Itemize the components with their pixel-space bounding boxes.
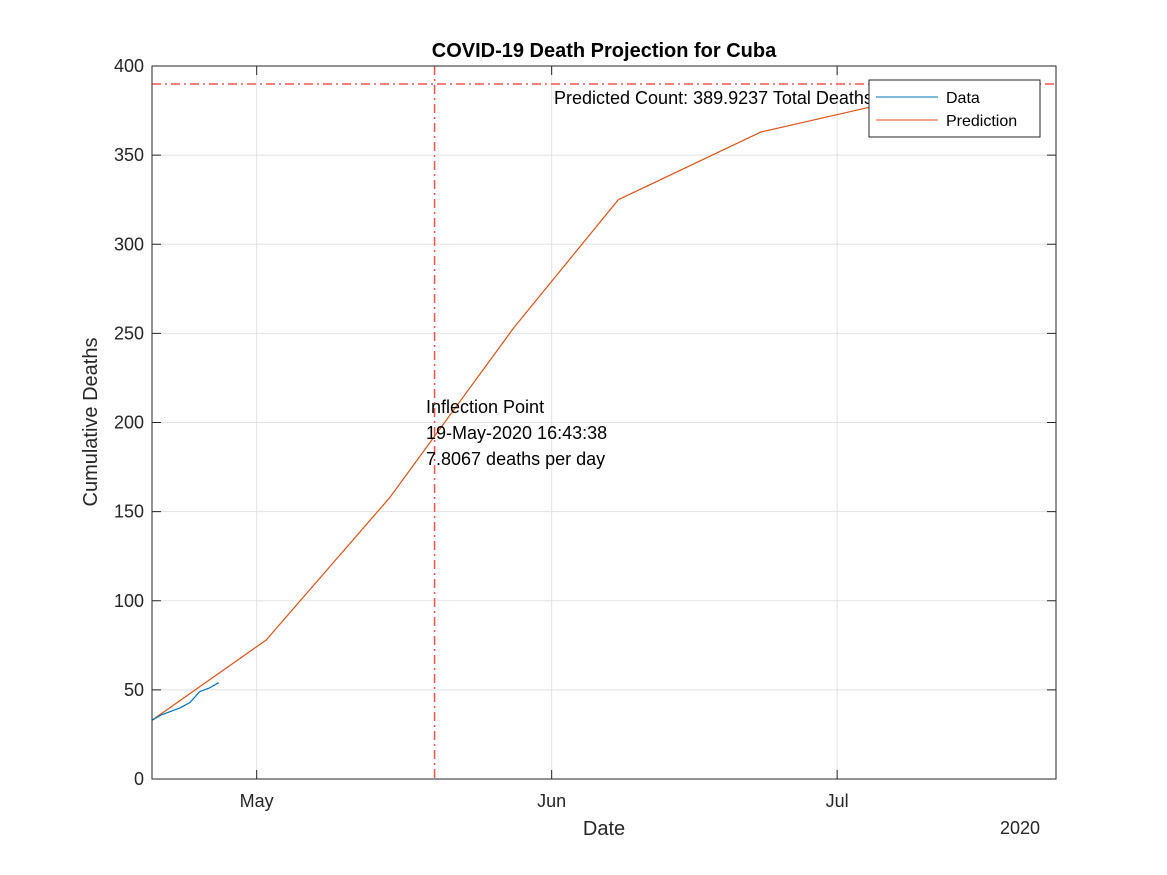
x-axis-title: Date — [583, 818, 625, 840]
inflection-rate-annotation: 7.8067 deaths per day — [426, 449, 605, 469]
predicted-count-annotation: Predicted Count: 389.9237 Total Deaths — [554, 88, 873, 108]
legend-label-prediction: Prediction — [946, 113, 1017, 130]
legend-label-data: Data — [946, 90, 980, 107]
x-tick-label: May — [240, 791, 274, 811]
legend-box — [868, 79, 1041, 138]
y-tick-label: 200 — [114, 413, 144, 433]
y-tick-label: 150 — [114, 502, 144, 522]
y-tick-label: 300 — [114, 234, 144, 254]
y-tick-label: 100 — [114, 591, 144, 611]
y-tick-label: 50 — [124, 680, 144, 700]
y-tick-label: 400 — [114, 56, 144, 76]
reference-lines — [152, 66, 1056, 779]
x-tick-label: Jun — [537, 791, 566, 811]
y-tick-label: 250 — [114, 323, 144, 343]
legend: Data Prediction — [868, 79, 1041, 138]
inflection-title-annotation: Inflection Point — [426, 397, 544, 417]
series-line-data — [152, 682, 219, 721]
x-tick-label: Jul — [826, 791, 849, 811]
series-group — [152, 101, 895, 721]
x-axis-year-label: 2020 — [1000, 818, 1040, 838]
grid — [152, 66, 1056, 779]
series-line-prediction — [152, 101, 895, 721]
chart-title: COVID-19 Death Projection for Cuba — [432, 40, 777, 62]
inflection-date-annotation: 19-May-2020 16:43:38 — [426, 423, 607, 443]
axis-ticks: 0 50 100 150 200 250 300 350 400 May Jun Jul — [114, 56, 1056, 811]
y-axis-title: Cumulative Deaths — [80, 338, 102, 507]
y-tick-label: 0 — [134, 769, 144, 789]
y-tick-label: 350 — [114, 145, 144, 165]
